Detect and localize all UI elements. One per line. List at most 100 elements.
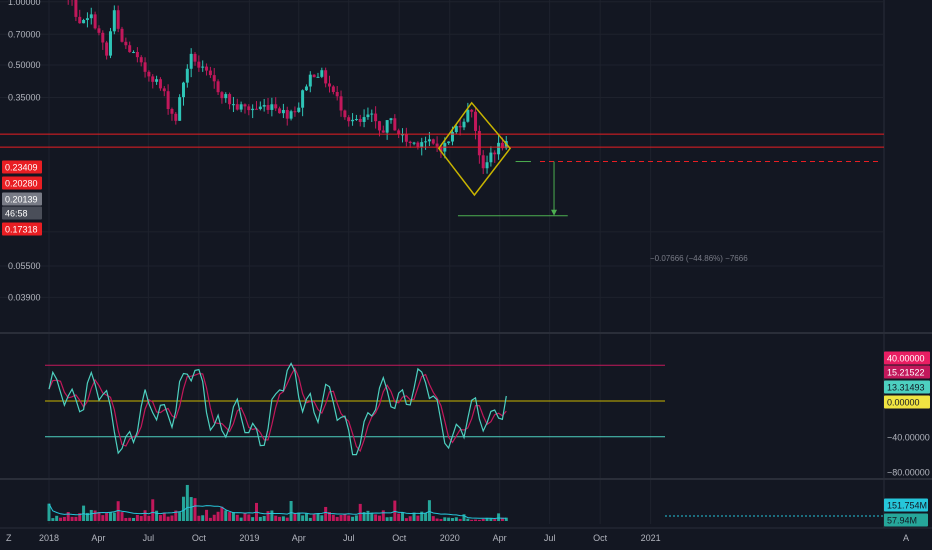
candle-body: [278, 108, 282, 114]
candle-body: [431, 139, 435, 144]
candle-body: [74, 0, 78, 17]
volume-bar: [70, 516, 74, 521]
stoch-tag: 0.00000: [887, 398, 920, 408]
candle-body: [262, 105, 266, 107]
volume-bar: [343, 514, 347, 521]
volume-bar: [301, 515, 305, 521]
auto-scale-button[interactable]: A: [903, 533, 909, 543]
candle-body: [281, 109, 285, 114]
volume-bar: [239, 517, 243, 521]
candle-body: [393, 118, 397, 131]
volume-bar: [324, 506, 328, 521]
candle-body: [424, 141, 428, 143]
volume-bar: [431, 516, 435, 521]
x-tick-label: Jul: [343, 533, 355, 543]
volume-bar: [281, 516, 285, 521]
stochastic-pane[interactable]: [45, 362, 665, 456]
volume-bar: [47, 503, 51, 521]
price-pane[interactable]: [0, 0, 884, 217]
volume-tag-bg: [884, 513, 928, 527]
price-tick-label: 0.70000: [8, 29, 41, 39]
volume-bar: [366, 510, 370, 521]
candle-body: [166, 91, 170, 110]
volume-bar: [439, 519, 443, 521]
volume-bar: [397, 513, 401, 521]
candle-body: [289, 111, 293, 119]
candle-body: [147, 71, 151, 77]
x-tick-label: Jul: [143, 533, 155, 543]
volume-bar: [189, 497, 193, 521]
price-tick-label: 0.35000: [8, 92, 41, 102]
candle-body: [208, 70, 212, 76]
volume-bar: [377, 515, 381, 521]
candle-body: [220, 92, 224, 99]
volume-bar: [308, 517, 312, 521]
volume-bar: [458, 518, 462, 521]
candle-body: [335, 91, 339, 97]
volume-bar: [427, 500, 431, 521]
candle-body: [312, 74, 316, 78]
x-tick-label: Apr: [292, 533, 306, 543]
volume-bar: [351, 516, 355, 521]
reset-scale-button[interactable]: Z: [6, 533, 12, 543]
volume-bar: [108, 512, 112, 521]
volume-bar: [297, 512, 301, 521]
volume-bar: [112, 512, 116, 521]
volume-bar: [320, 515, 324, 521]
stoch-tag: −40.00000: [887, 433, 930, 443]
x-tick-label: 2019: [239, 533, 259, 543]
candle-body: [235, 104, 239, 110]
volume-bar: [408, 516, 412, 521]
volume-bar: [266, 511, 270, 521]
candle-body: [185, 68, 189, 83]
candle-body: [293, 111, 297, 113]
candle-body: [324, 70, 328, 84]
volume-bar: [497, 513, 501, 521]
volume-tag-bg: [884, 498, 928, 512]
x-tick-label: Oct: [392, 533, 407, 543]
candle-body: [370, 113, 374, 115]
volume-bar: [493, 519, 497, 521]
volume-bar: [247, 514, 251, 521]
volume-bar: [339, 515, 343, 521]
candle-body: [366, 114, 370, 118]
volume-bar: [170, 515, 174, 521]
volume-bar: [93, 510, 97, 521]
candle-body: [116, 10, 120, 29]
price-tag: 0.20139: [5, 195, 38, 205]
candle-body: [477, 130, 481, 156]
volume-bar: [381, 510, 385, 521]
price-tag-bg: [2, 176, 42, 190]
volume-bar: [450, 518, 454, 521]
volume-bar: [362, 512, 366, 521]
volume-bar: [389, 516, 393, 521]
candle-body: [347, 117, 351, 122]
candle-body: [254, 108, 258, 110]
volume-tag: 151.754M: [887, 501, 927, 511]
volume-bar: [447, 517, 451, 521]
price-tick-label: 0.05500: [8, 261, 41, 271]
candle-body: [316, 76, 320, 78]
volume-bar: [158, 515, 162, 521]
candle-body: [420, 142, 424, 147]
stoch-tag: 13.31493: [887, 383, 925, 393]
volume-bar: [262, 515, 266, 521]
x-tick-label: 2020: [440, 533, 460, 543]
x-tick-label: Apr: [91, 533, 105, 543]
price-tag-bg: [2, 192, 42, 206]
candle-body: [358, 118, 362, 122]
volume-bar: [293, 513, 297, 521]
x-tick-label: 2018: [39, 533, 59, 543]
volume-bar: [197, 515, 201, 521]
candle-body: [377, 121, 381, 131]
candle-body: [170, 109, 174, 114]
candle-body: [301, 90, 305, 108]
volume-pane[interactable]: [47, 484, 885, 521]
volume-bar: [393, 500, 397, 521]
stoch-tag: 40.00000: [887, 354, 925, 364]
volume-bar: [358, 503, 362, 521]
diamond-pattern: [437, 101, 512, 197]
candle-body: [447, 141, 451, 144]
price-tag: 0.17318: [5, 225, 38, 235]
